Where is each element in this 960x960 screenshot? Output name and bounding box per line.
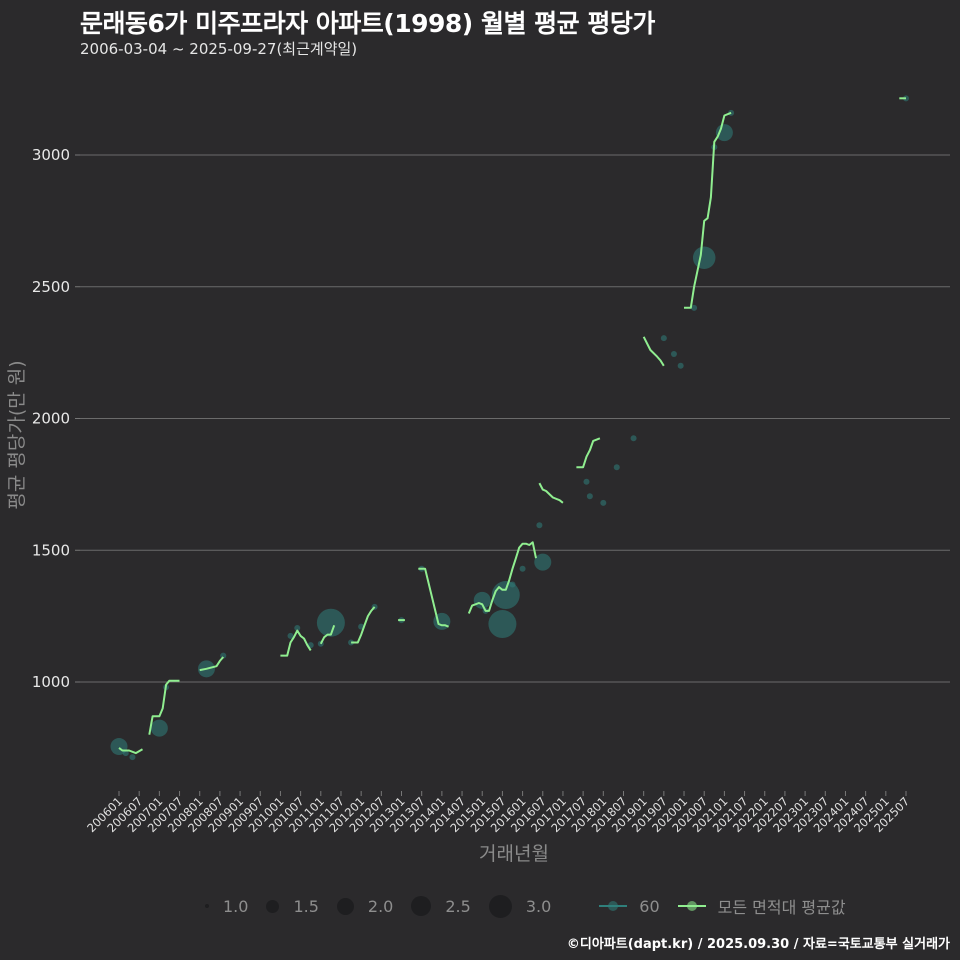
grid-lines [80, 154, 950, 683]
bubble-point [220, 652, 227, 659]
chart-subtitle: 2006-03-04 ~ 2025-09-27(최근계약일) [80, 40, 358, 58]
bubble-point [691, 304, 698, 311]
legend-size-1-0: 1.0 [205, 897, 248, 916]
bubble-point [583, 478, 590, 485]
average-line-segment [199, 656, 225, 672]
bubble-point [122, 750, 129, 757]
bubble-point [670, 350, 677, 357]
bubble-point [536, 522, 543, 529]
bubble-point [534, 553, 552, 571]
y-tick-label: 1500 [32, 541, 70, 559]
y-axis: 1000 1500 2000 2500 3000 [32, 146, 80, 691]
x-axis: 2006012006072007012007072008012008072009… [84, 791, 912, 835]
y-tick-label: 2500 [32, 278, 70, 296]
bubble-point [316, 608, 345, 637]
average-line-segment [576, 437, 601, 469]
size-dot-icon [336, 897, 354, 915]
bubble-point [519, 565, 526, 572]
average-line-segment [319, 624, 336, 645]
bubble-point [287, 632, 294, 639]
legend-size-2-0: 2.0 [336, 897, 393, 916]
size-dot-icon [266, 899, 280, 913]
average-line-segment [642, 336, 665, 367]
bubble-point [150, 719, 168, 737]
chart-title: 문래동6가 미주프라자 아파트(1998) 월별 평균 평당가 [80, 9, 655, 38]
bubble-point [692, 246, 716, 270]
bubble-point [613, 464, 620, 471]
bubble-point [509, 581, 516, 588]
series-average-line [118, 97, 906, 755]
chart-legend: 1.0 1.5 2.0 2.5 3.0 60 모든 면적대 평균값 [205, 893, 864, 919]
source-caption: ©디아파트(dapt.kr) / 2025.09.30 / 자료=국토교통부 실… [566, 937, 950, 952]
y-tick-label: 3000 [32, 146, 70, 164]
y-tick-label: 1000 [32, 673, 70, 691]
line-green-icon [677, 901, 706, 911]
bubble-point [600, 499, 607, 506]
line-teal-icon [599, 901, 628, 911]
legend-size-2-5: 2.5 [411, 896, 471, 916]
average-line-segment [148, 679, 180, 735]
average-line-segment [418, 567, 449, 628]
bubble-point [348, 639, 355, 646]
bubble-point [488, 610, 517, 639]
size-dot-icon [411, 896, 432, 916]
average-line-segment [538, 482, 564, 504]
series-60-bubbles [110, 95, 909, 761]
average-line-segment [280, 629, 312, 657]
bubble-point [473, 591, 491, 609]
bubble-point [630, 435, 637, 442]
bubble-point [294, 624, 301, 631]
legend-size-3-0: 3.0 [488, 894, 551, 918]
bubble-point [660, 335, 667, 342]
bubble-point [491, 581, 520, 610]
bubble-point [129, 754, 136, 761]
y-tick-label: 2000 [32, 410, 70, 428]
average-line-segment [684, 111, 732, 309]
average-line-segment [351, 606, 376, 644]
legend-series-all: 모든 면적대 평균값 [677, 894, 846, 918]
average-line-segment [467, 541, 537, 614]
legend-series-60: 60 [599, 897, 660, 916]
x-axis-label: 거래년월 [479, 843, 549, 865]
legend-size-1-5: 1.5 [266, 897, 319, 916]
size-dot-icon [488, 894, 512, 918]
average-line-segment [118, 747, 144, 755]
bubble-point [677, 362, 684, 369]
y-axis-label: 평균 평당가(만 원) [6, 360, 28, 509]
bubble-point [586, 493, 593, 500]
size-dot-icon [205, 904, 209, 908]
